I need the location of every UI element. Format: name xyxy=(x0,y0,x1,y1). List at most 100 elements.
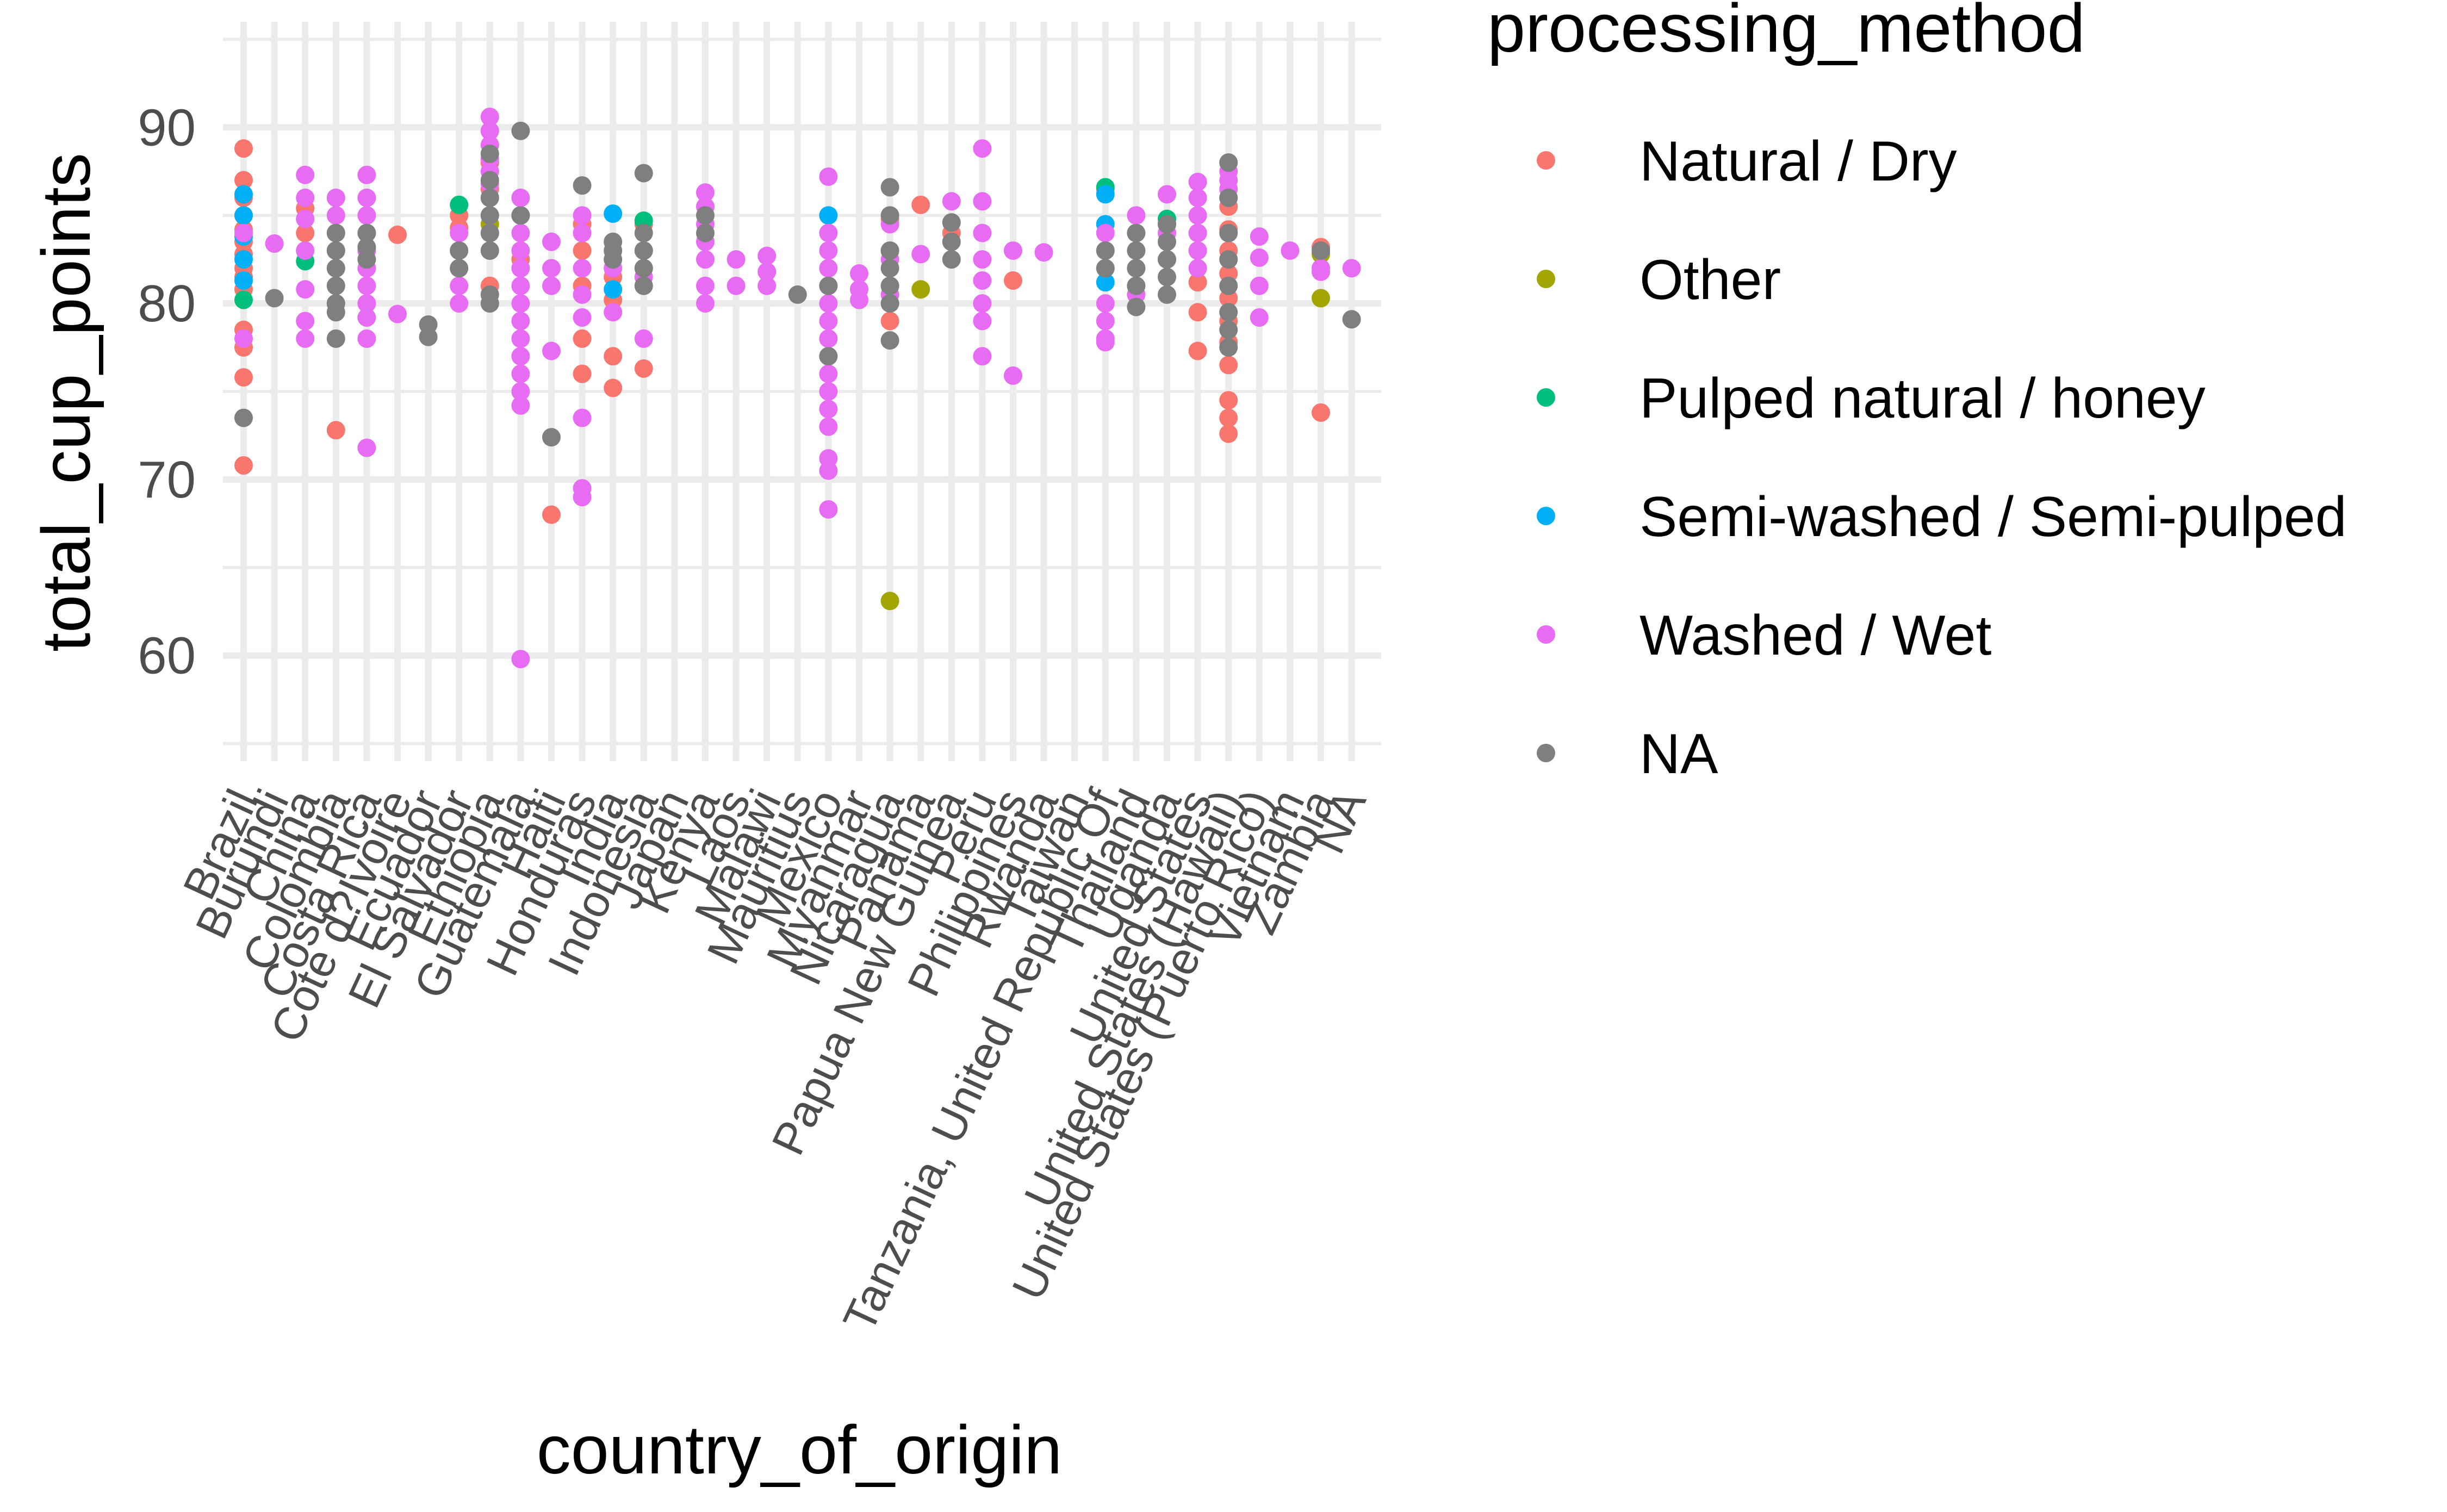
data-point xyxy=(573,408,592,427)
data-point xyxy=(1004,241,1022,260)
data-point xyxy=(973,312,992,331)
data-point xyxy=(1250,248,1269,267)
data-point xyxy=(634,259,653,278)
data-point xyxy=(1127,223,1146,242)
data-point xyxy=(880,259,899,278)
data-point xyxy=(296,209,315,228)
data-point xyxy=(1312,403,1330,422)
data-point xyxy=(1219,356,1238,375)
data-point xyxy=(973,192,992,211)
data-point xyxy=(942,213,961,232)
data-point xyxy=(604,250,623,269)
data-point xyxy=(480,171,499,190)
data-point xyxy=(326,276,345,295)
data-point xyxy=(911,245,930,264)
data-point xyxy=(819,259,838,278)
data-point xyxy=(511,650,530,669)
data-point xyxy=(788,285,807,304)
data-point xyxy=(942,250,961,269)
data-point xyxy=(573,176,592,195)
legend-key xyxy=(1537,151,1555,170)
legend-key xyxy=(1537,388,1555,407)
data-point xyxy=(1127,297,1146,316)
data-point xyxy=(1219,188,1238,207)
data-point xyxy=(542,341,561,360)
legend-label: Natural / Dry xyxy=(1639,130,1957,193)
legend-items: Natural / Dry Other Pulped natural / honey… xyxy=(1537,130,2347,786)
data-point xyxy=(1158,232,1176,251)
data-point xyxy=(357,438,376,457)
data-point xyxy=(450,259,469,278)
y-tick-label: 70 xyxy=(138,451,196,509)
data-point xyxy=(911,195,930,214)
data-point xyxy=(1188,273,1207,292)
data-point xyxy=(1188,188,1207,207)
data-point xyxy=(573,241,592,260)
data-point xyxy=(973,139,992,158)
data-point xyxy=(357,165,376,184)
data-point xyxy=(511,396,530,415)
data-point xyxy=(1096,185,1115,204)
data-point xyxy=(296,241,315,260)
data-point xyxy=(1188,172,1207,191)
legend-title: processing_method xyxy=(1487,0,2085,66)
data-point xyxy=(850,290,868,309)
data-point xyxy=(880,178,899,197)
data-point xyxy=(819,329,838,348)
data-point xyxy=(1096,333,1115,352)
data-point xyxy=(234,271,253,290)
data-point xyxy=(1250,227,1269,246)
data-point xyxy=(234,223,253,242)
data-point xyxy=(234,290,253,309)
data-point xyxy=(357,276,376,295)
data-point xyxy=(1158,250,1176,269)
data-point xyxy=(1188,341,1207,360)
data-point xyxy=(696,183,715,202)
data-point xyxy=(511,259,530,278)
data-point xyxy=(1096,273,1115,292)
data-point xyxy=(819,167,838,186)
data-point xyxy=(726,276,746,295)
data-point xyxy=(511,312,530,331)
data-point xyxy=(450,294,469,313)
data-point xyxy=(480,206,499,225)
data-point xyxy=(234,139,253,158)
data-point xyxy=(1096,223,1115,242)
data-point xyxy=(604,378,623,397)
data-point xyxy=(511,294,530,313)
data-point xyxy=(1096,259,1115,278)
data-point xyxy=(726,250,746,269)
data-point xyxy=(326,241,345,260)
data-point xyxy=(1127,206,1146,225)
data-point xyxy=(450,223,469,242)
y-tick-label: 80 xyxy=(138,275,196,333)
data-point xyxy=(573,259,592,278)
legend-key xyxy=(1537,744,1555,762)
y-axis-title: total_cup_points xyxy=(28,153,104,652)
data-point xyxy=(973,271,992,290)
data-point xyxy=(234,171,253,190)
data-point xyxy=(973,223,992,242)
data-point xyxy=(326,303,345,322)
data-point xyxy=(1004,366,1022,385)
data-point xyxy=(1188,241,1207,260)
data-point xyxy=(542,276,561,295)
data-point xyxy=(234,408,253,427)
data-point xyxy=(1219,391,1238,410)
data-point xyxy=(357,223,376,242)
data-points xyxy=(234,107,1361,669)
data-point xyxy=(1127,276,1146,295)
data-point xyxy=(265,234,284,253)
data-point xyxy=(450,195,469,214)
data-point xyxy=(511,206,530,225)
data-point xyxy=(634,276,653,295)
data-point xyxy=(511,364,530,383)
data-point xyxy=(234,185,253,204)
data-point xyxy=(1188,303,1207,322)
data-point xyxy=(480,144,499,163)
data-point xyxy=(634,223,653,242)
data-point xyxy=(296,165,315,184)
data-point xyxy=(1281,241,1300,260)
data-point xyxy=(480,294,499,313)
